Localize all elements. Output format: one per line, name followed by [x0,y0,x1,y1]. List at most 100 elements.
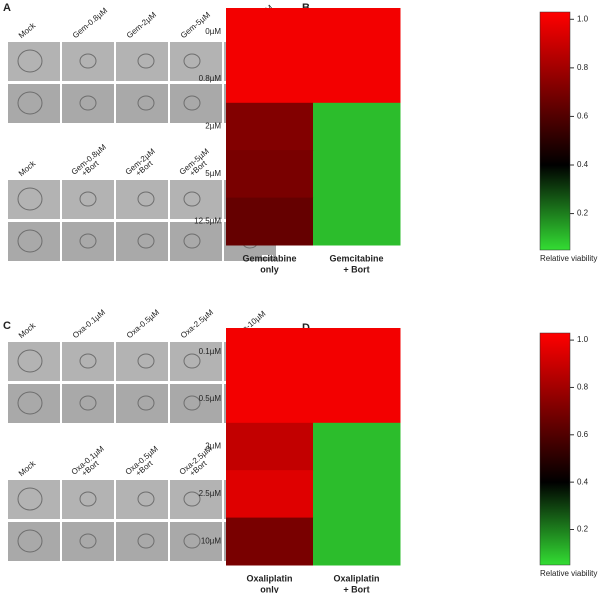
organoid [183,95,201,111]
micrograph [116,522,168,561]
colorbar-label: Relative viability [540,569,597,578]
row-label: 0.1µM [199,347,222,356]
organoid [183,233,201,249]
column-label: Oxaliplatin [246,573,292,583]
organoid [183,53,201,69]
colorbar-tick-label: 0.4 [577,477,589,486]
row-label: 10µM [201,536,222,545]
heatmap-cell [313,422,401,471]
micrograph [8,384,60,423]
heatmap-cell [313,8,401,56]
micrograph [62,222,114,261]
micrograph [170,384,222,423]
row-label: 2µM [205,122,221,131]
micrograph [62,522,114,561]
column-label: Mock [17,320,38,340]
heatmap-cell [226,422,314,471]
micrograph [116,480,168,519]
organoid [17,187,43,211]
column-label: Gemcitabine [329,253,383,263]
micrograph [170,222,222,261]
heatmap-cell [226,55,314,104]
colorbar [539,332,571,566]
organoid [79,533,97,549]
micrograph [116,180,168,219]
organoid [183,533,201,549]
heatmap-cell [313,328,401,376]
micrograph [8,342,60,381]
heatmap-cell [313,102,401,151]
colorbar [539,11,571,251]
organoid [79,353,97,369]
organoid [79,395,97,411]
organoid [137,95,155,111]
heatmap-cell [226,102,314,151]
panel-label: C [3,320,11,332]
heatmap-cell [226,8,314,56]
row-label: 2.5µM [199,489,222,498]
organoid [183,191,201,207]
micrograph [116,222,168,261]
heatmap-cell [226,375,314,424]
micrograph [62,480,114,519]
organoid [17,529,43,553]
column-label: only [260,584,279,593]
colorbar-tick-label: 1.0 [577,335,589,344]
micrograph [62,384,114,423]
heatmap-cell [313,55,401,104]
organoid [137,353,155,369]
organoid [137,395,155,411]
row-label: 2µM [205,442,221,451]
micrograph [170,42,222,81]
column-label: + Bort [343,264,369,274]
row-label: 5µM [205,169,221,178]
micrograph [8,222,60,261]
organoid [17,229,43,253]
micrograph [62,84,114,123]
heatmap-cell [313,197,401,246]
organoid [17,487,43,511]
heatmap-cell [313,470,401,519]
column-label: Oxa-2.5µM [179,307,215,340]
micrograph [8,180,60,219]
organoid [17,349,43,373]
row-label: 0.8µM [199,74,222,83]
micrograph [170,84,222,123]
micrograph [170,480,222,519]
organoid [17,391,43,415]
heatmap-cell [226,328,314,376]
micrograph [116,42,168,81]
column-label: + Bort [343,584,369,593]
organoid [17,49,43,73]
micrograph [8,480,60,519]
panel-label: B [302,2,310,14]
row-label: 0.5µM [199,394,222,403]
micrograph [8,42,60,81]
column-label: Mock [17,158,38,178]
column-label: Oxa-0.1µM [71,307,107,340]
organoid [137,233,155,249]
heatmap-cell [226,197,314,246]
heatmap-cell [313,517,401,566]
micrograph [116,384,168,423]
row-label: 0µM [205,27,221,36]
colorbar-tick-label: 0.2 [577,209,589,218]
column-label: Gem-2µM [125,10,158,40]
micrograph [116,84,168,123]
micrograph [116,342,168,381]
colorbar-tick-label: 0.6 [577,112,589,121]
column-label: Oxa-0.5µM [125,307,161,340]
column-label: Oxaliplatin [333,573,379,583]
organoid [137,53,155,69]
organoid [137,533,155,549]
colorbar-tick-label: 0.2 [577,525,589,534]
micrograph [62,180,114,219]
colorbar-tick-label: 0.6 [577,430,589,439]
column-label: Gem-0.8µM [71,6,110,40]
colorbar-tick-label: 1.0 [577,14,589,23]
row-label: 12.5µM [194,216,221,225]
micrograph [8,84,60,123]
heatmap-cell [226,470,314,519]
column-label: only [260,264,279,274]
